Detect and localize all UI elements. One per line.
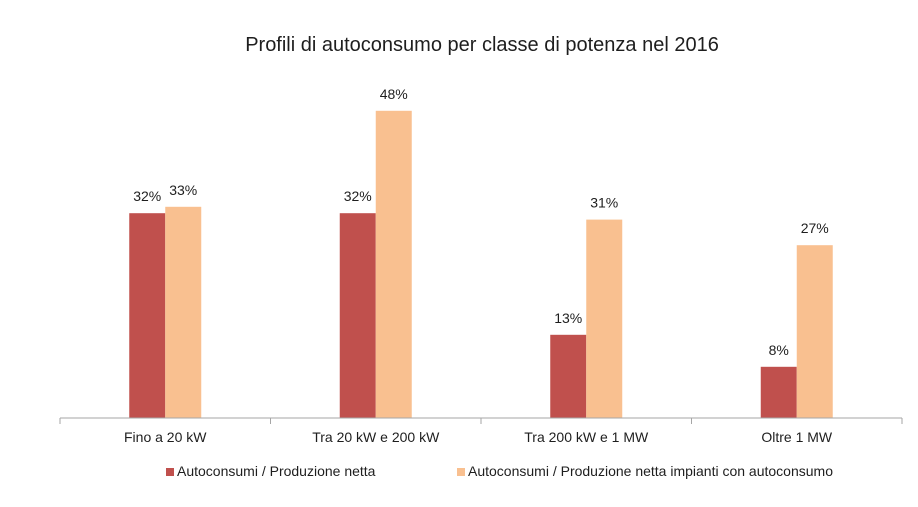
data-label: 32% bbox=[344, 188, 372, 204]
x-tick-label: Tra 20 kW e 200 kW bbox=[312, 429, 440, 445]
legend-label-series-2: Autoconsumi / Produzione netta impianti … bbox=[468, 463, 833, 479]
data-label: 13% bbox=[554, 310, 582, 326]
legend-label-series-1: Autoconsumi / Produzione netta bbox=[177, 463, 376, 479]
chart-title: Profili di autoconsumo per classe di pot… bbox=[245, 34, 719, 56]
legend-swatch-series-1 bbox=[166, 468, 174, 476]
legend: Autoconsumi / Produzione netta Autoconsum… bbox=[166, 463, 833, 479]
x-tick-label: Oltre 1 MW bbox=[761, 429, 833, 445]
x-tick-label: Fino a 20 kW bbox=[124, 429, 207, 445]
bar-series-1 bbox=[550, 334, 587, 418]
data-labels-layer: 32% 33% 32% 48% 13% 31% 8% 27% bbox=[133, 86, 829, 358]
data-label: 32% bbox=[133, 188, 161, 204]
bar-series-2 bbox=[165, 206, 202, 418]
data-label: 27% bbox=[801, 220, 829, 236]
x-axis: Fino a 20 kW Tra 20 kW e 200 kW Tra 200 kW… bbox=[59, 417, 903, 445]
data-label: 31% bbox=[590, 195, 618, 211]
data-label: 33% bbox=[169, 182, 197, 198]
bar-series-1 bbox=[339, 213, 376, 418]
x-tick-label: Tra 200 kW e 1 MW bbox=[524, 429, 649, 445]
bar-series-2 bbox=[375, 110, 412, 419]
bar-series-2 bbox=[796, 245, 833, 418]
legend-swatch-series-2 bbox=[457, 468, 465, 476]
bar-series-1 bbox=[129, 213, 166, 418]
bars-layer bbox=[129, 110, 833, 419]
data-label: 48% bbox=[380, 86, 408, 102]
bar-series-1 bbox=[760, 366, 797, 418]
bar-series-2 bbox=[586, 219, 623, 418]
data-label: 8% bbox=[769, 342, 789, 358]
